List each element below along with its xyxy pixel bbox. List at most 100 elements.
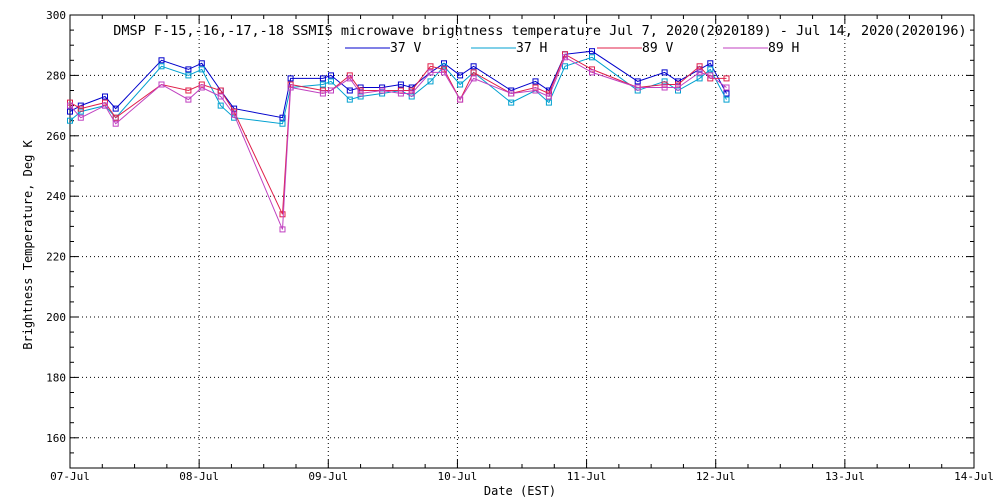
series-89-h	[67, 54, 730, 233]
data-point	[589, 54, 595, 61]
data-point	[470, 63, 477, 70]
x-tick-label: 08-Jul	[179, 470, 219, 483]
grid-lines	[70, 15, 974, 468]
data-point	[198, 66, 205, 73]
series-line	[69, 53, 727, 215]
data-point	[408, 90, 415, 97]
series-line	[69, 56, 727, 230]
x-tick-label: 09-Jul	[308, 470, 348, 483]
data-point	[319, 81, 326, 88]
y-tick-label: 220	[46, 251, 66, 264]
data-point	[67, 117, 73, 124]
data-point	[279, 226, 286, 233]
data-point	[661, 84, 668, 91]
data-point	[198, 84, 205, 91]
data-point	[319, 75, 326, 82]
data-point	[77, 105, 84, 112]
data-point	[470, 75, 477, 82]
data-point	[279, 211, 286, 218]
x-axis-label: Date (EST)	[484, 484, 556, 498]
x-axis-tick-labels: 07-Jul 08-Jul 09-Jul 10-Jul 11-Jul 12-Jul 13-J…	[50, 470, 994, 483]
y-tick-label: 300	[46, 9, 66, 22]
data-point	[634, 84, 641, 91]
data-point	[545, 93, 552, 100]
data-point	[102, 93, 108, 100]
data-point	[397, 90, 404, 97]
legend-label: 37 V	[390, 41, 421, 56]
data-point	[707, 60, 714, 67]
legend-item: 89 H	[723, 41, 799, 56]
x-tick-label: 13-Jul	[825, 470, 865, 483]
data-point	[562, 63, 568, 70]
data-point	[185, 66, 192, 73]
chart-title: DMSP F-15,-16,-17,-18 SSMIS microwave br…	[113, 23, 966, 39]
data-point	[112, 120, 119, 127]
data-point	[112, 114, 119, 121]
x-tick-label: 10-Jul	[438, 470, 478, 483]
data-point	[231, 111, 238, 118]
data-point	[661, 69, 668, 76]
data-point	[427, 69, 434, 76]
data-point	[723, 84, 730, 91]
data-point	[707, 72, 714, 79]
data-point	[379, 87, 386, 94]
data-point	[696, 75, 703, 82]
y-tick-label: 200	[46, 311, 66, 324]
data-point	[346, 96, 353, 103]
data-point	[589, 48, 595, 55]
data-point	[723, 90, 730, 97]
legend-item: 37 V	[345, 41, 421, 56]
data-point	[562, 54, 568, 61]
data-point	[346, 75, 353, 82]
data-point	[279, 114, 286, 121]
data-point	[67, 108, 73, 115]
data-point	[470, 69, 477, 76]
data-point	[589, 69, 595, 76]
data-point	[397, 81, 404, 88]
data-point	[661, 78, 668, 85]
data-point	[319, 90, 326, 97]
data-point	[185, 72, 192, 79]
data-point	[427, 63, 434, 70]
data-point	[158, 63, 165, 70]
data-point	[287, 84, 294, 91]
data-point	[158, 57, 165, 64]
data-point	[457, 72, 464, 79]
y-axis-label: Brightness Temperature, Deg K	[21, 139, 35, 349]
data-point	[328, 72, 334, 79]
data-point	[328, 78, 334, 85]
data-point	[457, 81, 464, 88]
data-point	[102, 102, 108, 109]
legend-label: 89 H	[768, 41, 799, 56]
data-point	[532, 87, 539, 94]
data-point	[346, 87, 353, 94]
plot-frame	[69, 14, 975, 469]
data-point	[723, 96, 730, 103]
legend: 37 V 37 H 89 V 89 H	[345, 41, 799, 56]
data-point	[441, 63, 447, 70]
y-tick-label: 260	[46, 130, 66, 143]
data-point	[532, 78, 539, 85]
data-point	[427, 78, 434, 85]
y-axis-tick-labels: 160 180 200 220 240 260 280 300	[46, 9, 66, 445]
data-point	[675, 84, 681, 91]
x-tick-label: 12-Jul	[696, 470, 736, 483]
series-line	[69, 50, 727, 119]
data-point	[328, 87, 334, 94]
data-point	[508, 90, 515, 97]
data-point	[217, 93, 224, 100]
legend-label: 89 V	[642, 41, 673, 56]
y-tick-label: 160	[46, 432, 66, 445]
data-point	[185, 87, 192, 94]
data-point	[158, 81, 165, 88]
y-tick-label: 280	[46, 69, 66, 82]
data-point	[457, 96, 464, 103]
data-point	[185, 96, 192, 103]
data-point	[723, 75, 730, 82]
axis-ticks	[69, 14, 975, 469]
legend-label: 37 H	[516, 41, 547, 56]
x-tick-label: 07-Jul	[50, 470, 90, 483]
data-point	[441, 69, 447, 76]
x-tick-label: 14-Jul	[954, 470, 994, 483]
